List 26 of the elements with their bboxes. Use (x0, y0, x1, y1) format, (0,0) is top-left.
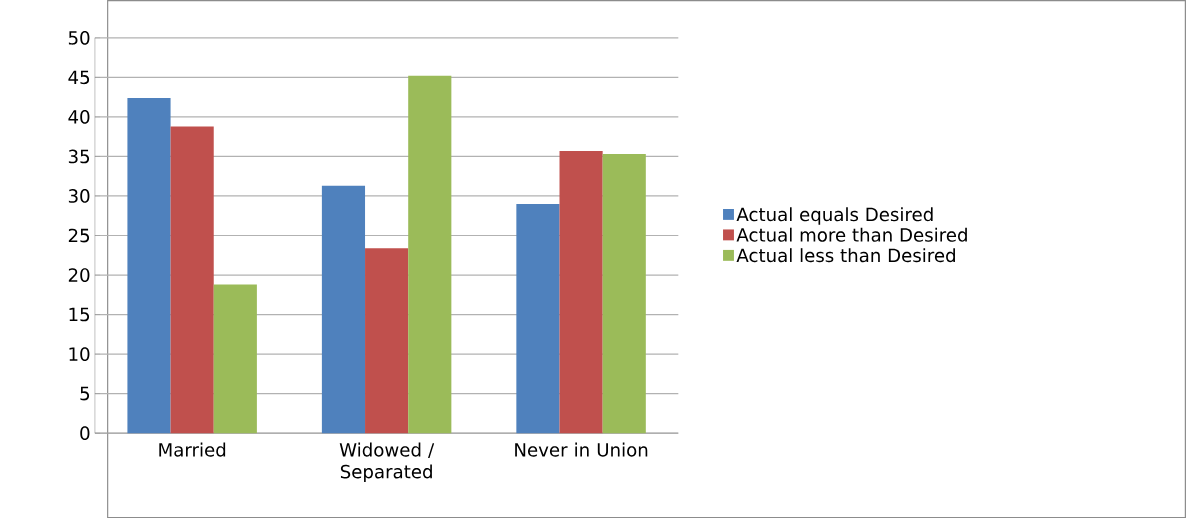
y-tick-label: 0 (80, 426, 90, 440)
bar (408, 75, 452, 434)
y-tick-label: 35 (68, 149, 90, 164)
legend-label: Actual more than Desired (736, 227, 967, 242)
bar (602, 153, 646, 434)
y-tick-label: 15 (69, 307, 90, 322)
y-tick-label: 5 (80, 386, 90, 401)
y-tick-label: 50 (68, 30, 90, 45)
bar (321, 185, 366, 434)
bar (170, 126, 214, 434)
y-tick-label: 20 (68, 268, 90, 282)
bar (365, 248, 409, 434)
bar (127, 97, 171, 434)
legend-label: Actual equals Desired (736, 207, 933, 225)
y-tick-label: 45 (68, 70, 90, 85)
bar (516, 203, 560, 434)
y-tick-label: 25 (68, 228, 90, 243)
y-tick-label: 40 (68, 109, 90, 124)
x-tick-label: Married (159, 442, 226, 457)
x-tick-label: Never in Union (515, 442, 648, 457)
bar (213, 284, 257, 434)
legend-label: Actual less than Desired (736, 248, 955, 263)
y-tick-label: 10 (69, 347, 90, 361)
bar (559, 150, 603, 434)
x-tick-label: Widowed / Separated (339, 442, 435, 482)
y-tick-label: 30 (68, 188, 90, 203)
